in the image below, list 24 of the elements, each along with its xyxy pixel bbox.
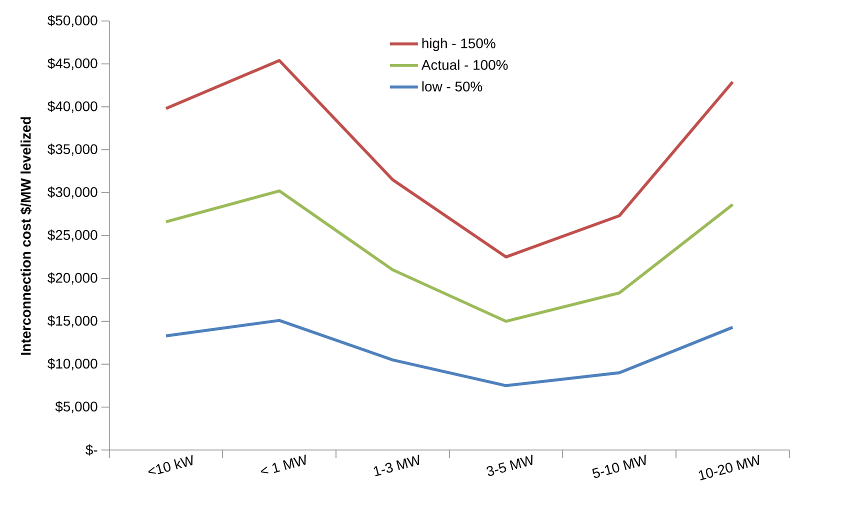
- x-tick-label: 1-3 MW: [374, 454, 420, 476]
- x-tick-label: 3-5 MW: [486, 454, 532, 476]
- y-tick-label: $20,000: [48, 272, 98, 284]
- x-tick-label: 10-20 MW: [698, 454, 760, 480]
- line-series: [164, 318, 734, 388]
- y-tick-label: $50,000: [48, 14, 98, 28]
- y-tick-label: $15,000: [48, 315, 98, 328]
- legend-label: high - 150%: [422, 38, 496, 52]
- y-tick-label: $5,000: [55, 401, 98, 414]
- x-tick-label: <10 kW: [148, 455, 193, 474]
- y-axis-title: Interconnection cost $/MW levelized: [20, 117, 32, 355]
- y-tick-label: $35,000: [48, 144, 98, 156]
- x-tick-label: 5-10 MW: [592, 454, 646, 478]
- y-tick-label: $40,000: [48, 100, 98, 113]
- line-series: [164, 189, 734, 323]
- legend-label: low - 50%: [422, 81, 482, 92]
- y-tick-label: $30,000: [48, 186, 98, 199]
- legend-label: Actual - 100%: [421, 60, 508, 70]
- line-series: [164, 58, 734, 258]
- y-tick-label: $25,000: [48, 229, 98, 242]
- y-tick-label: $45,000: [48, 58, 98, 70]
- x-tick-label: < 1 MW: [260, 454, 306, 474]
- y-tick-label: $-: [86, 444, 98, 456]
- y-tick-label: $10,000: [48, 358, 98, 370]
